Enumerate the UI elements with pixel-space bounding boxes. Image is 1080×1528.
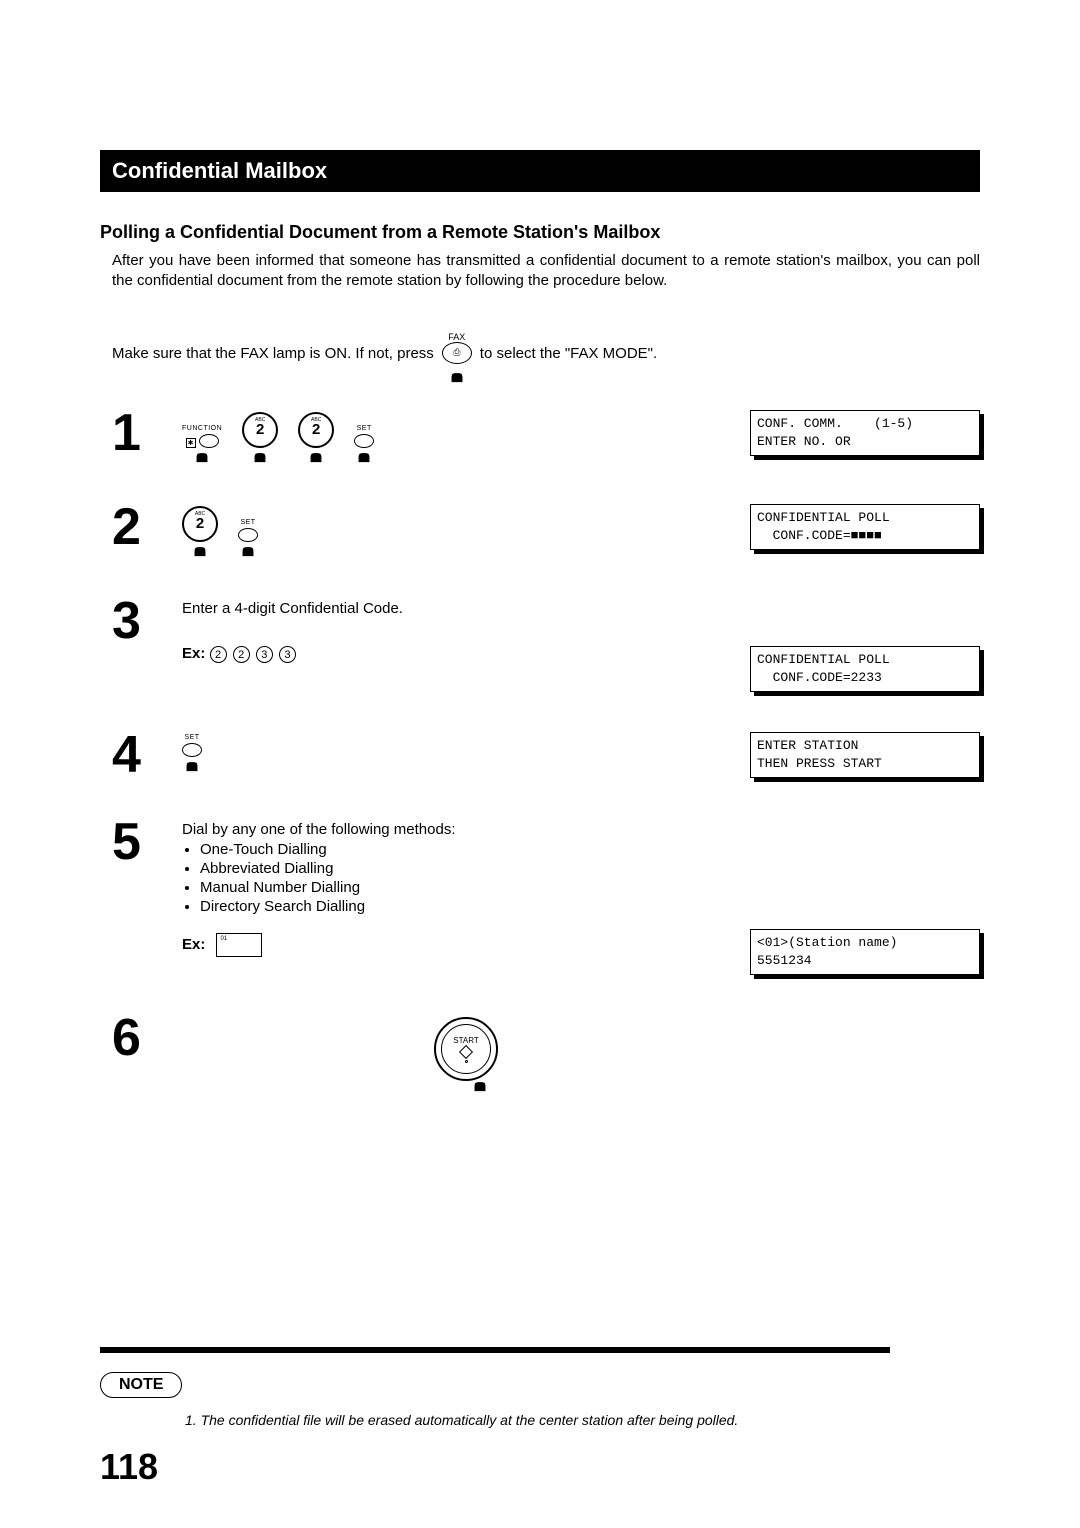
subsection-title: Polling a Confidential Document from a R…	[100, 222, 980, 243]
fax-round-icon: ⎙	[442, 342, 472, 364]
step5-intro: Dial by any one of the following methods…	[182, 821, 750, 838]
lcd-display: CONFIDENTIAL POLL CONF.CODE=■■■■	[750, 504, 980, 550]
divider-bar	[100, 1347, 890, 1353]
section-header: Confidential Mailbox	[100, 150, 980, 192]
step-4: 4 SET ENTER STATION THEN PRESS START	[112, 732, 980, 779]
ex-digits: 2 2 3 3	[210, 645, 299, 662]
digit-2: 2	[256, 421, 264, 438]
abc-label: ABC	[311, 417, 321, 423]
ex-label: Ex:	[182, 936, 205, 953]
step-number: 5	[112, 819, 182, 866]
dial-methods-list: One-Touch Dialling Abbreviated Dialling …	[200, 841, 750, 915]
step4-keys: SET	[182, 734, 750, 773]
note-text: 1. The confidential file will be erased …	[185, 1412, 738, 1428]
set-key-label: SET	[184, 734, 199, 741]
list-item: One-Touch Dialling	[200, 841, 750, 858]
press-hand-icon	[447, 364, 467, 384]
circled-digit: 2	[233, 646, 250, 663]
digit-2: 2	[196, 515, 204, 532]
lcd-display: CONFIDENTIAL POLL CONF.CODE=2233	[750, 646, 980, 692]
start-icon	[459, 1044, 473, 1058]
note-pill: NOTE	[100, 1372, 182, 1398]
list-item: Directory Search Dialling	[200, 898, 750, 915]
set-key-label: SET	[240, 519, 255, 526]
start-key: START	[182, 1017, 750, 1093]
note-label: NOTE	[119, 1376, 163, 1393]
set-oval-icon	[238, 528, 258, 542]
circled-digit: 3	[256, 646, 273, 663]
abc-label: ABC	[255, 417, 265, 423]
key01-label: 01	[221, 936, 228, 942]
fax-label: FAX	[448, 332, 465, 342]
step-3: 3 Enter a 4-digit Confidential Code. Ex:…	[112, 598, 980, 692]
list-item: Abbreviated Dialling	[200, 860, 750, 877]
set-key-label: SET	[357, 425, 372, 432]
page-number: 118	[100, 1446, 158, 1488]
lcd-display: CONF. COMM. (1-5) ENTER NO. OR	[750, 410, 980, 456]
make-sure-line: Make sure that the FAX lamp is ON. If no…	[112, 328, 980, 380]
circled-digit: 3	[279, 646, 296, 663]
num-key-2: ABC2	[182, 506, 218, 558]
step-2: 2 ABC2 SET CONFIDENTIAL POLL CONF.CODE=■…	[112, 504, 980, 558]
function-oval-icon	[199, 434, 219, 448]
list-item: Manual Number Dialling	[200, 879, 750, 896]
abc-label: ABC	[195, 511, 205, 517]
step-number: 3	[112, 598, 182, 645]
make-sure-post: to select the "FAX MODE".	[480, 345, 657, 362]
fax-button-icon: FAX ⎙	[442, 332, 472, 384]
num-key-2: ABC2	[242, 412, 278, 464]
set-oval-icon	[354, 434, 374, 448]
set-oval-icon	[182, 743, 202, 757]
step-5: 5 Dial by any one of the following metho…	[112, 819, 980, 975]
step1-keys: FUNCTION ✱ ABC2 ABC2	[182, 412, 750, 464]
lcd-display: ENTER STATION THEN PRESS START	[750, 732, 980, 778]
num-key-2: ABC2	[298, 412, 334, 464]
step-number: 2	[112, 504, 182, 551]
set-key: SET	[238, 519, 258, 558]
step2-keys: ABC2 SET	[182, 506, 750, 558]
lcd-display: <01>(Station name) 5551234	[750, 929, 980, 975]
start-label: START	[453, 1036, 478, 1045]
section-header-text: Confidential Mailbox	[112, 158, 327, 183]
step-number: 6	[112, 1015, 182, 1062]
digit-2: 2	[312, 421, 320, 438]
step3-text: Enter a 4-digit Confidential Code.	[182, 600, 750, 617]
set-key: SET	[354, 425, 374, 464]
set-key: SET	[182, 734, 202, 773]
step-number: 4	[112, 732, 182, 779]
function-key: FUNCTION ✱	[182, 425, 222, 464]
make-sure-pre: Make sure that the FAX lamp is ON. If no…	[112, 345, 434, 362]
circled-digit: 2	[210, 646, 227, 663]
one-touch-key-icon: 01	[216, 933, 262, 957]
function-key-label: FUNCTION	[182, 425, 222, 432]
start-dot-icon	[465, 1060, 468, 1063]
step-6: 6 START	[112, 1015, 980, 1093]
step-number: 1	[112, 410, 182, 457]
step-1: 1 FUNCTION ✱ ABC2	[112, 410, 980, 464]
ex-label: Ex:	[182, 645, 205, 662]
intro-paragraph: After you have been informed that someon…	[112, 251, 980, 292]
